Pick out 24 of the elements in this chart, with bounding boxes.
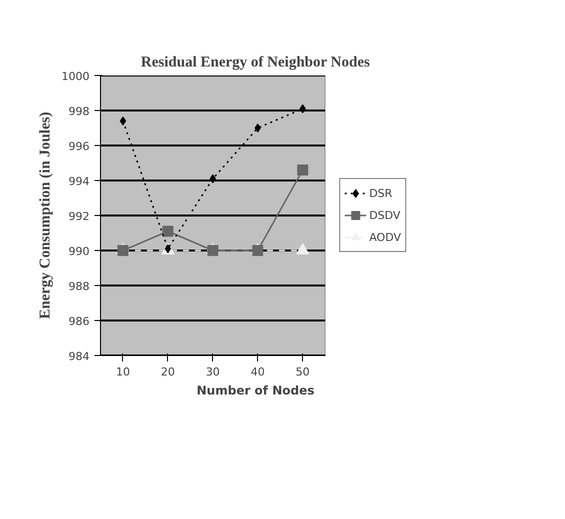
point	[162, 226, 174, 237]
x-axis-title: Number of Nodes	[196, 384, 314, 398]
point	[120, 116, 126, 126]
y-tick-label: 998	[68, 105, 90, 118]
legend-label: DSR	[369, 186, 392, 200]
y-tick-label: 994	[68, 175, 90, 188]
point	[297, 164, 308, 176]
y-tick-label: 996	[68, 140, 90, 153]
y-axis-title: Energy Consumption (in Joules)	[38, 112, 54, 320]
y-tick-label: 990	[68, 245, 90, 258]
x-tick-label: 30	[206, 366, 220, 378]
chart-title: Residual Energy of Neighbor Nodes	[140, 54, 370, 70]
y-tick-label: 1000	[62, 70, 90, 83]
x-tick-label: 40	[250, 366, 265, 378]
x-tick-label: 20	[160, 366, 175, 378]
y-tick-label: 986	[68, 315, 90, 328]
y-tick-label: 992	[68, 210, 90, 223]
y-tick-label: 988	[68, 280, 90, 293]
legend-label: DSDV	[369, 208, 400, 222]
point	[254, 124, 261, 132]
y-tick-label: 984	[68, 350, 90, 363]
x-tick-label: 10	[116, 366, 130, 378]
x-tick-label: 50	[296, 366, 310, 378]
legend-label: AODV	[369, 230, 401, 244]
